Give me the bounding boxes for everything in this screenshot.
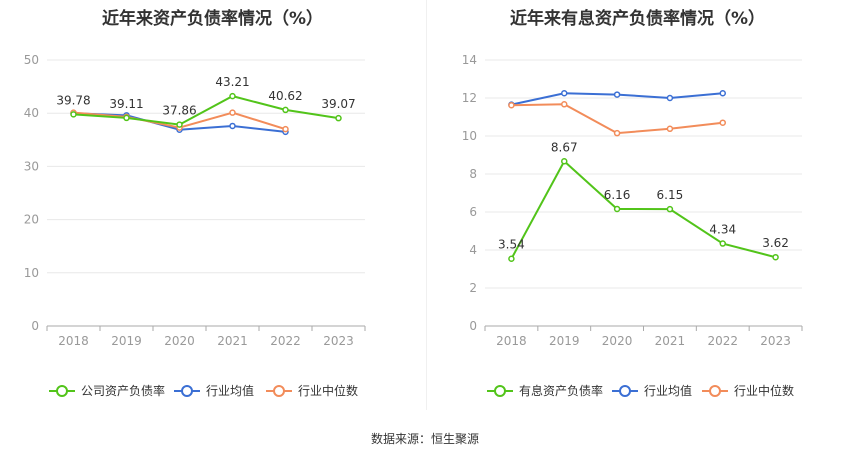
y-tick-label: 8: [469, 167, 477, 181]
x-tick-label: 2018: [496, 334, 527, 348]
data-point: [176, 121, 183, 128]
legend-item-2: 行业中位数: [266, 383, 358, 398]
x-tick-label: 2022: [707, 334, 738, 348]
legend-label: 有息资产负债率: [519, 383, 603, 398]
series-line-0: [73, 95, 339, 126]
x-tick-label: 2018: [58, 334, 89, 348]
data-point: [508, 101, 515, 109]
data-point: [613, 205, 621, 213]
legend-marker: [273, 385, 285, 397]
x-tick-label: 2021: [217, 334, 248, 348]
legend-marker: [494, 385, 506, 397]
series-line-0: [510, 159, 776, 260]
x-tick-label: 2021: [655, 334, 686, 348]
data-point: [561, 101, 568, 108]
legend-marker: [709, 385, 721, 397]
x-tick-label: 2019: [111, 334, 142, 348]
legend-item-1: 行业均值: [612, 383, 692, 398]
x-tick-label: 2020: [164, 334, 195, 348]
data-label: 3.54: [498, 238, 525, 252]
legend-item-2: 行业中位数: [702, 383, 794, 398]
data-label: 39.07: [321, 97, 355, 111]
data-label: 39.11: [109, 97, 143, 111]
legend-label: 行业均值: [644, 383, 692, 398]
data-source-label: 数据来源：: [370, 432, 431, 446]
y-tick-label: 50: [24, 53, 39, 67]
y-tick-label: 10: [24, 266, 39, 280]
data-point: [335, 114, 342, 122]
data-point: [613, 91, 621, 98]
data-label: 39.78: [56, 93, 90, 107]
legend-label: 行业均值: [206, 383, 254, 398]
data-point: [508, 255, 515, 262]
y-tick-label: 2: [469, 281, 477, 295]
y-tick-label: 4: [469, 243, 477, 257]
chart-1: 0 2 4 6 8 10 12 14 2018 2019 2020 2021 2022 2023 3.54 8…: [462, 53, 803, 398]
data-source-name: 恒生聚源: [431, 432, 480, 446]
data-point: [666, 205, 674, 213]
data-point: [719, 90, 726, 97]
legend-item-0: 有息资产负债率: [487, 383, 603, 398]
legend-marker: [181, 385, 193, 397]
data-label: 6.15: [657, 188, 684, 202]
data-label: 4.34: [709, 223, 736, 237]
data-source-footer: 数据来源：恒生聚源: [0, 430, 850, 447]
chart-title-interest-debt-ratio: 近年来有息资产负债率情况（%）: [509, 9, 766, 29]
y-tick-label: 6: [469, 205, 477, 219]
y-tick-label: 12: [462, 91, 477, 105]
y-tick-label: 40: [24, 106, 39, 120]
data-point: [229, 109, 236, 116]
data-point: [666, 94, 674, 102]
data-point: [282, 106, 289, 114]
data-point: [561, 90, 568, 97]
legend-label: 行业中位数: [298, 383, 358, 398]
data-label: 3.62: [762, 236, 789, 250]
legend-item-0: 公司资产负债率: [49, 383, 165, 398]
data-point: [229, 92, 236, 100]
chart-title-debt-ratio: 近年来资产负债率情况（%）: [101, 9, 324, 29]
legend-label: 行业中位数: [734, 383, 794, 398]
y-tick-label: 0: [469, 319, 477, 333]
series-line-2: [511, 103, 723, 135]
y-tick-label: 10: [462, 129, 477, 143]
data-point: [282, 125, 289, 133]
x-tick-label: 2023: [760, 334, 791, 348]
data-point: [719, 240, 726, 247]
data-point: [123, 114, 130, 122]
data-label: 40.62: [268, 89, 302, 103]
data-point: [719, 119, 726, 126]
x-tick-label: 2022: [270, 334, 301, 348]
data-label: 6.16: [604, 188, 631, 202]
chart-0: 0 10 20 30 40 50 2018 2019 2020 2021 2022 2023 39.78…: [24, 53, 366, 398]
data-label: 43.21: [215, 75, 249, 89]
data-point: [561, 158, 568, 165]
data-label: 37.86: [162, 104, 196, 118]
x-tick-label: 2020: [602, 334, 633, 348]
x-tick-label: 2023: [323, 334, 354, 348]
y-tick-label: 14: [462, 53, 477, 67]
data-point: [70, 111, 77, 118]
data-point: [666, 125, 674, 133]
legend-marker: [56, 385, 68, 397]
legend-marker: [619, 385, 631, 397]
y-tick-label: 20: [24, 213, 39, 227]
legend-label: 公司资产负债率: [81, 383, 165, 398]
data-point: [613, 129, 621, 137]
data-point: [772, 253, 779, 261]
legend-item-1: 行业均值: [174, 383, 254, 398]
x-tick-label: 2019: [549, 334, 580, 348]
data-point: [229, 122, 236, 130]
y-tick-label: 0: [31, 319, 39, 333]
chart-divider: [426, 0, 427, 410]
data-label: 8.67: [551, 140, 578, 154]
y-tick-label: 30: [24, 159, 39, 173]
